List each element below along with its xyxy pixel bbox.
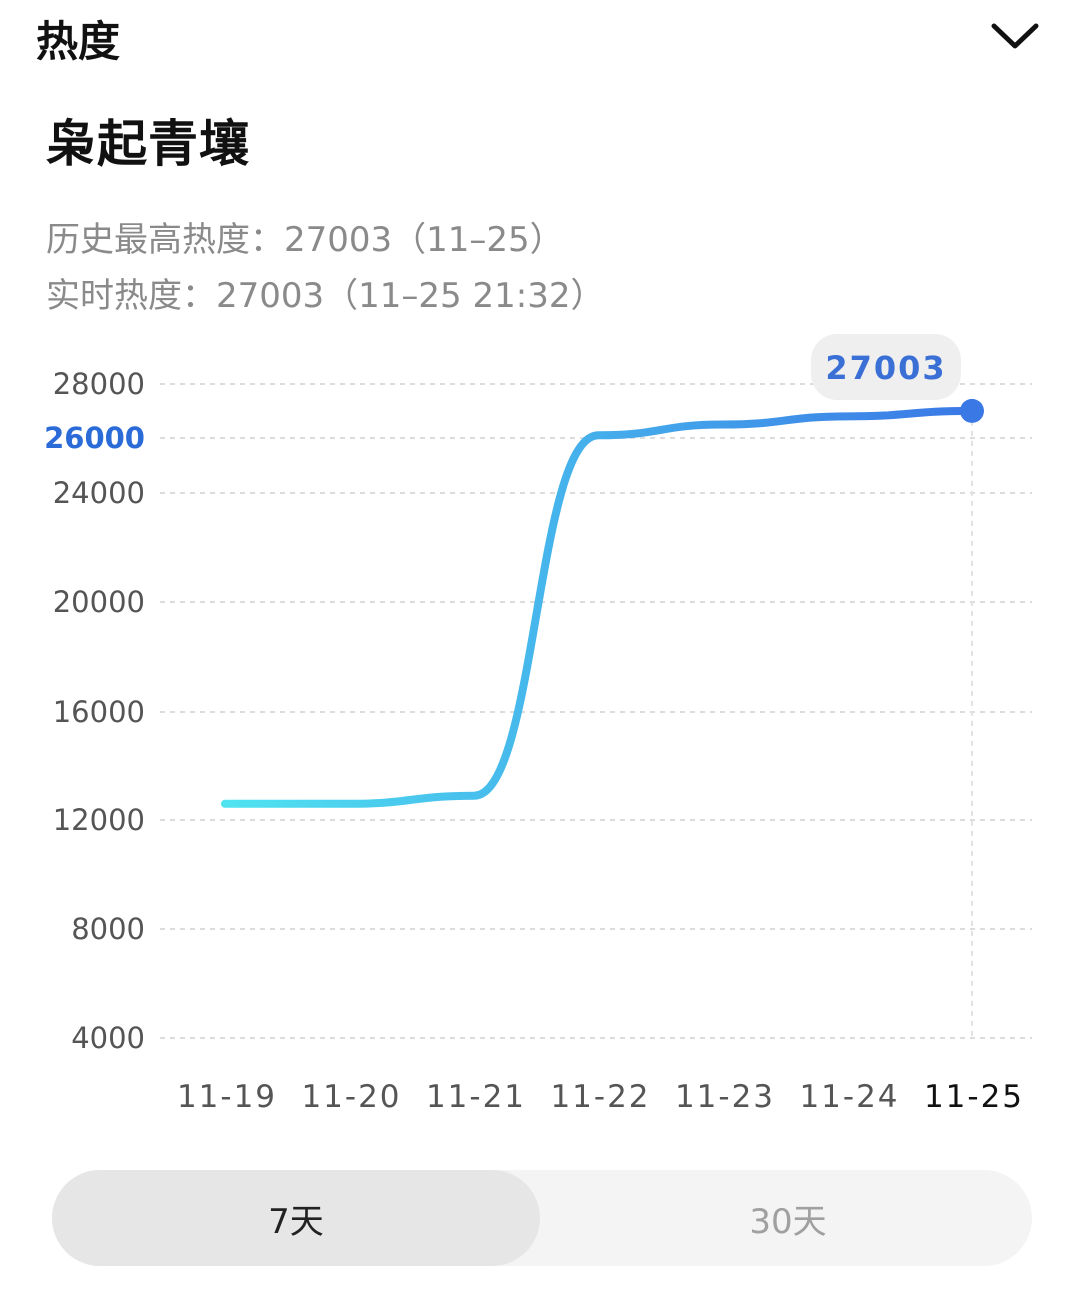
x-tick-label-11-19: 11-19 <box>177 1079 277 1115</box>
y-tick-label-20000: 20000 <box>53 585 145 619</box>
y-tick-label-8000: 8000 <box>71 912 145 946</box>
x-tick-label-11-23: 11-23 <box>675 1079 775 1115</box>
x-tick-label-11-20: 11-20 <box>301 1079 401 1115</box>
x-tick-label-11-25: 11-25 <box>924 1079 1024 1115</box>
x-tick-label-11-22: 11-22 <box>550 1079 650 1115</box>
tooltip-value: 27003 <box>825 349 946 387</box>
range-tabs: 7天 30天 <box>52 1170 1032 1266</box>
realtime-heat: 实时热度：27003（11–25 21:32） <box>46 276 605 316</box>
x-tick-label-11-24: 11-24 <box>799 1079 899 1115</box>
y-tick-label-24000: 24000 <box>53 476 145 510</box>
chevron-down-icon[interactable] <box>988 18 1042 54</box>
history-max-heat: 历史最高热度：27003（11–25） <box>46 220 564 260</box>
tab-30-days[interactable]: 30天 <box>749 1201 827 1242</box>
heat-line-chart: 28000 26000 24000 20000 16000 12000 8000 4000 1… <box>44 334 1032 1115</box>
y-tick-label-4000: 4000 <box>71 1021 145 1055</box>
header-title: 热度 <box>36 17 121 66</box>
tab-7-days[interactable]: 7天 <box>52 1170 540 1266</box>
y-tick-label-26000: 26000 <box>44 421 145 455</box>
last-data-point[interactable] <box>960 398 984 423</box>
y-tick-label-16000: 16000 <box>53 695 145 729</box>
value-tooltip: 27003 <box>811 334 961 400</box>
topic-title: 枭起青壤 <box>46 115 250 173</box>
header: 热度 <box>0 0 1080 80</box>
x-tick-label-11-21: 11-21 <box>426 1079 526 1115</box>
y-tick-label-12000: 12000 <box>53 803 145 837</box>
y-tick-label-28000: 28000 <box>53 367 145 401</box>
series-line <box>221 406 976 808</box>
